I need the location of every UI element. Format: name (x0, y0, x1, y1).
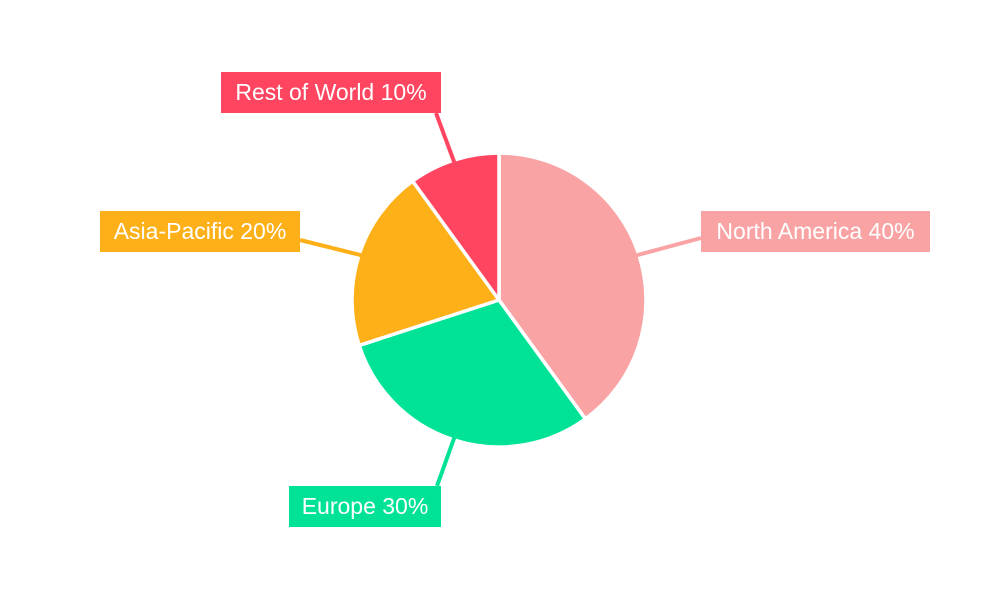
pie-label-north-america-text: North America 40% (716, 218, 915, 244)
pie-label-asia-pacific-text: Asia-Pacific 20% (113, 218, 287, 244)
pie-label-europe: Europe 30% (289, 486, 441, 527)
pie-label-europe-text: Europe 30% (301, 493, 429, 519)
leader-line-north-america (636, 236, 702, 258)
leader-line-asia-pacific (299, 238, 362, 258)
leader-line-europe (435, 437, 457, 487)
pie-label-north-america: North America 40% (701, 211, 930, 252)
pie-label-asia-pacific: Asia-Pacific 20% (100, 211, 300, 252)
leader-line-rest-of-world (434, 112, 457, 163)
pie-label-rest-of-world: Rest of World 10% (221, 72, 441, 113)
pie-label-rest-of-world-text: Rest of World 10% (235, 79, 427, 105)
